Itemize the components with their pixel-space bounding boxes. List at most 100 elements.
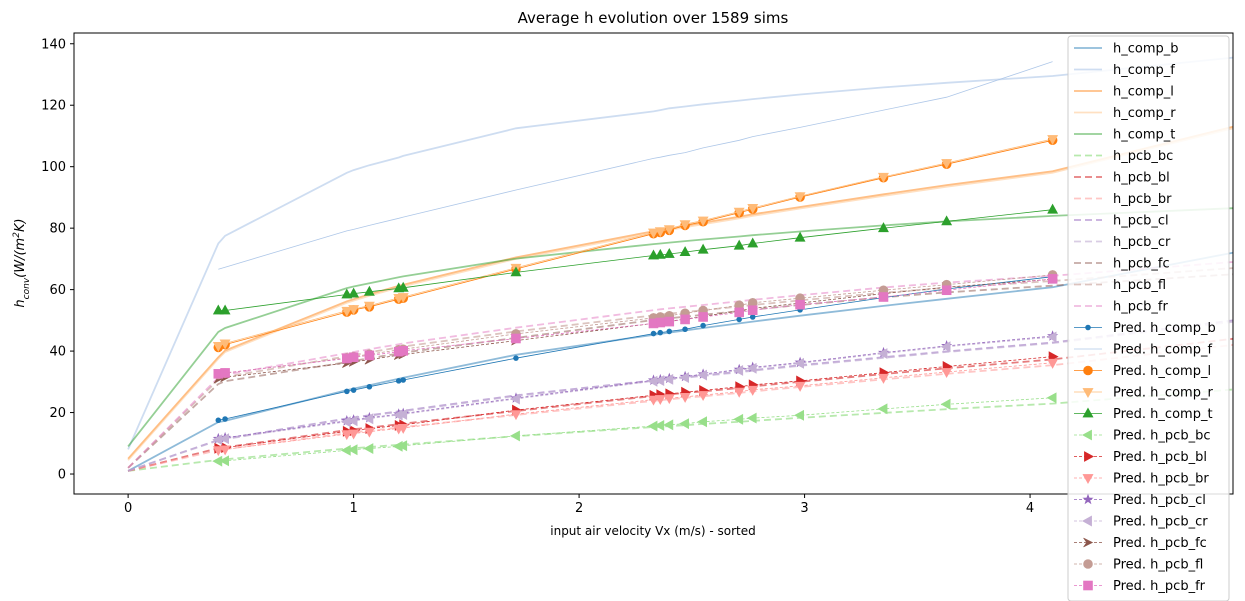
point-Pred. h_pcb_fr <box>680 314 690 325</box>
point-Pred. h_pcb_cr <box>397 408 408 420</box>
legend-item: Pred. h_pcb_fc <box>1074 536 1207 551</box>
plot-frame <box>73 32 1234 495</box>
point-Pred. h_pcb_bc <box>219 455 229 467</box>
point-Pred. h_pcb_br <box>348 429 360 440</box>
point-Pred. h_comp_r <box>877 172 889 183</box>
y-tick-label: 80 <box>49 222 66 237</box>
point-Pred. h_pcb_bc <box>794 409 805 421</box>
legend-label: h_comp_b <box>1113 42 1179 57</box>
point-Pred. h_comp_b <box>344 388 350 395</box>
point-Pred. h_pcb_fr <box>664 316 675 327</box>
fit-h_pcb_fr <box>127 261 1233 469</box>
point-Pred. h_comp_r <box>747 204 759 214</box>
point-Pred. h_comp_r <box>697 216 709 227</box>
point-Pred. h_pcb_br <box>212 446 224 457</box>
legend-marker <box>1085 324 1091 331</box>
point-Pred. h_pcb_br <box>733 387 745 398</box>
point-Pred. h_pcb_cr <box>733 364 744 376</box>
legend-marker <box>1082 407 1094 418</box>
legend-item: h_pcb_fc <box>1074 257 1170 272</box>
series-Pred. h_pcb_br <box>212 358 1059 457</box>
legend-label: Pred. h_comp_f <box>1113 343 1212 358</box>
legend-box <box>1067 35 1230 601</box>
point-Pred. h_pcb_br <box>663 394 675 405</box>
legend-item: h_pcb_cl <box>1074 214 1169 229</box>
x-tick-label: 2 <box>575 501 583 516</box>
point-Pred. h_pcb_bc <box>397 440 408 452</box>
legend-item: Pred. h_comp_t <box>1074 407 1213 422</box>
point-Pred. h_pcb_br <box>647 395 660 406</box>
legend-item: Pred. h_pcb_cl <box>1074 493 1206 508</box>
legend-label: h_pcb_fr <box>1113 300 1168 315</box>
point-Pred. h_comp_t <box>510 266 522 277</box>
point-Pred. h_pcb_cr <box>940 341 951 353</box>
point-Pred. h_pcb_br <box>363 427 375 438</box>
point-Pred. h_comp_t <box>794 231 806 242</box>
y-tick-label: 20 <box>49 406 66 421</box>
y-tick-label: 60 <box>49 283 66 298</box>
legend-marker <box>1083 537 1094 548</box>
point-Pred. h_comp_r <box>663 225 675 236</box>
point-Pred. h_comp_b <box>700 322 706 329</box>
point-Pred. h_pcb_br <box>877 373 889 384</box>
legend-item: h_pcb_br <box>1074 192 1172 207</box>
legend-item: Pred. h_pcb_bc <box>1074 429 1210 444</box>
series-Pred. h_comp_f <box>218 61 1053 270</box>
point-Pred. h_comp_t <box>219 304 231 315</box>
legend-item: h_comp_t <box>1074 128 1175 143</box>
point-Pred. h_pcb_br <box>397 423 409 434</box>
point-Pred. h_pcb_fr <box>941 285 952 296</box>
legend-label: h_pcb_cl <box>1113 214 1169 229</box>
legend-marker <box>1083 580 1093 591</box>
legend-label: Pred. h_pcb_bl <box>1113 450 1207 465</box>
point-Pred. h_comp_b <box>736 316 742 323</box>
point-Pred. h_comp_t <box>212 304 224 315</box>
point-Pred. h_pcb_bc <box>1046 392 1057 404</box>
point-Pred. h_comp_t <box>733 239 745 250</box>
y-tick-label: 140 <box>41 37 66 52</box>
fit-h_comp_f <box>127 56 1233 450</box>
point-Pred. h_pcb_bc <box>679 418 690 430</box>
legend-item: h_pcb_cr <box>1074 235 1171 250</box>
plot-area <box>127 56 1233 472</box>
legend-label: Pred. h_pcb_fl <box>1113 558 1203 573</box>
point-Pred. h_pcb_fr <box>220 368 230 378</box>
series-layer <box>127 56 1233 472</box>
legend-label: Pred. h_pcb_cr <box>1113 515 1208 530</box>
point-Pred. h_comp_b <box>350 387 357 393</box>
point-Pred. h_comp_r <box>679 220 691 231</box>
point-Pred. h_pcb_br <box>510 410 522 421</box>
point-Pred. h_pcb_fr <box>398 345 409 356</box>
legend-label: Pred. h_comp_t <box>1113 407 1213 422</box>
legend-item: h_pcb_bc <box>1074 149 1173 164</box>
point-Pred. h_pcb_cr <box>654 375 665 387</box>
point-Pred. h_comp_b <box>215 417 222 424</box>
point-Pred. h_pcb_br <box>747 385 759 396</box>
series-Pred. h_pcb_bc <box>212 392 1057 467</box>
line-Pred. h_comp_f <box>218 61 1053 270</box>
point-Pred. h_pcb_br <box>341 430 353 441</box>
point-Pred. h_comp_t <box>348 287 360 298</box>
legend-marker <box>1082 474 1094 485</box>
legend-item: h_pcb_fl <box>1074 278 1166 293</box>
point-Pred. h_pcb_fr <box>795 299 805 310</box>
point-Pred. h_comp_t <box>663 247 675 258</box>
point-Pred. h_pcb_br <box>219 445 231 456</box>
point-Pred. h_pcb_cr <box>877 348 888 360</box>
point-Pred. h_pcb_br <box>1047 358 1059 369</box>
point-Pred. h_comp_r <box>397 293 409 304</box>
series-Pred. h_pcb_cr <box>212 331 1057 446</box>
legend-marker <box>1083 365 1093 376</box>
point-Pred. h_pcb_bc <box>663 419 674 431</box>
point-Pred. h_comp_t <box>654 248 666 259</box>
legend-item: Pred. h_comp_r <box>1074 386 1213 401</box>
point-Pred. h_comp_r <box>341 306 353 317</box>
point-Pred. h_pcb_fr <box>747 305 758 316</box>
legend-label: h_comp_t <box>1113 128 1175 143</box>
point-Pred. h_comp_r <box>794 192 806 203</box>
y-tick-label: 120 <box>41 99 66 114</box>
point-Pred. h_pcb_cr <box>679 372 690 384</box>
point-Pred. h_pcb_cr <box>746 362 757 374</box>
legend-label: h_comp_r <box>1113 106 1176 121</box>
